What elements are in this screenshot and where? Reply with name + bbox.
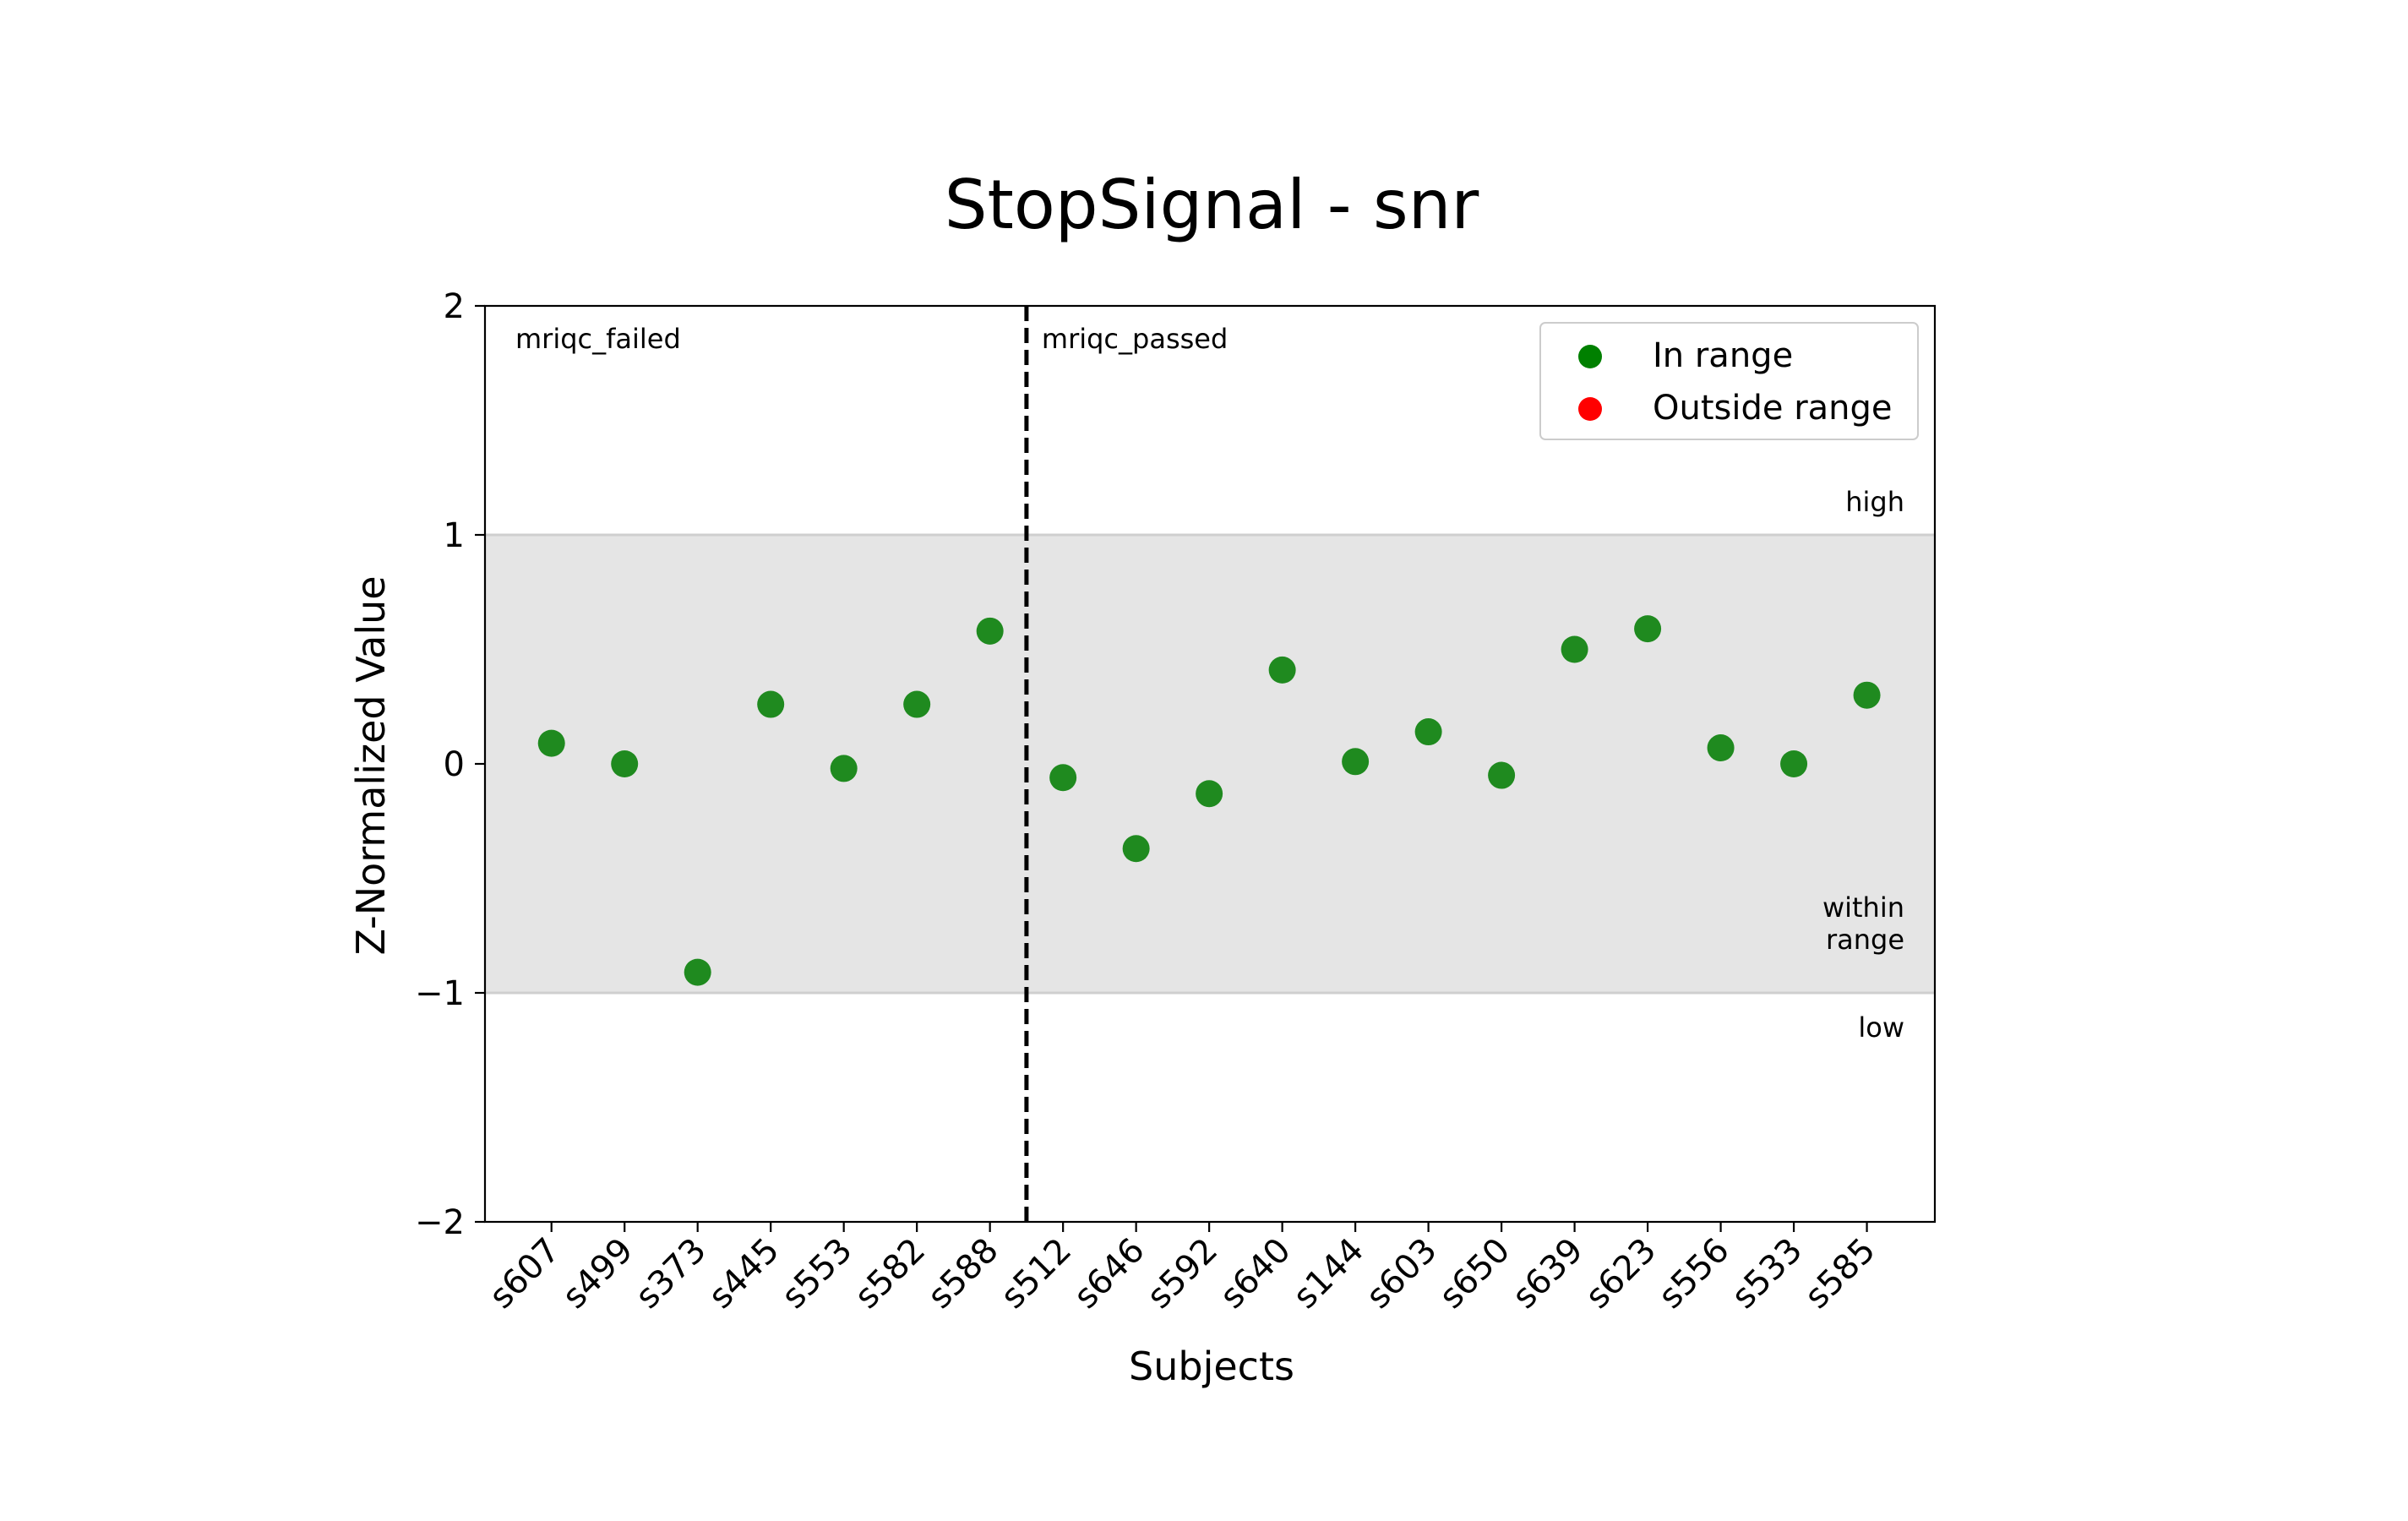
x-tick-label: s144 xyxy=(1286,1231,1371,1317)
legend-label-outside-range: Outside range xyxy=(1653,389,1893,428)
data-point-s607 xyxy=(537,729,565,757)
x-tick-label: s603 xyxy=(1359,1231,1444,1317)
x-axis-label: Subjects xyxy=(1129,1344,1294,1389)
legend-frame xyxy=(1539,322,1919,440)
group-divider-layer: mriqc_failed mriqc_passed xyxy=(515,306,1228,1222)
x-tick-label: s585 xyxy=(1797,1231,1882,1317)
data-point-s499 xyxy=(611,750,639,777)
x-tick-label: s553 xyxy=(774,1231,859,1317)
data-point-s553 xyxy=(830,755,858,782)
data-point-s373 xyxy=(684,958,711,986)
legend-marker-outside-range xyxy=(1578,397,1602,421)
x-tick-label: s588 xyxy=(920,1231,1005,1317)
data-point-s623 xyxy=(1634,615,1662,643)
data-points xyxy=(537,615,1881,986)
x-tick-label: s499 xyxy=(555,1231,640,1317)
x-tick-label: s650 xyxy=(1432,1231,1517,1317)
x-tick-label: s646 xyxy=(1066,1231,1152,1317)
x-tick-label: s607 xyxy=(482,1231,568,1317)
data-point-s445 xyxy=(757,690,785,718)
y-tick-label: 2 xyxy=(444,287,465,326)
y-tick-label: 1 xyxy=(444,516,465,555)
group-label-mriqc_failed: mriqc_failed xyxy=(515,323,681,355)
band-label-low: low xyxy=(1858,1011,1904,1044)
data-point-s639 xyxy=(1561,635,1588,663)
y-tick-label: −2 xyxy=(415,1203,465,1242)
data-point-s588 xyxy=(976,617,1004,645)
x-tick-label: s512 xyxy=(994,1231,1079,1317)
data-point-s592 xyxy=(1196,780,1223,808)
data-point-s512 xyxy=(1049,764,1077,792)
x-tick-label: s556 xyxy=(1651,1231,1736,1317)
y-axis-label: Z-Normalized Value xyxy=(348,575,394,955)
within-range-band xyxy=(485,535,1935,993)
data-point-s556 xyxy=(1707,734,1735,762)
group-label-mriqc_passed: mriqc_passed xyxy=(1042,323,1228,355)
legend-marker-in-range xyxy=(1578,345,1602,368)
data-point-s585 xyxy=(1853,681,1881,709)
band-label-range: range xyxy=(1826,924,1904,956)
data-point-s582 xyxy=(903,690,931,718)
x-tick-label: s592 xyxy=(1140,1231,1225,1317)
data-point-s640 xyxy=(1268,656,1296,684)
y-tick-label: 0 xyxy=(444,745,465,784)
y-axis: 2 1 0 −1 −2 xyxy=(415,287,485,1242)
band-label-high: high xyxy=(1845,486,1904,518)
band-label-within: within xyxy=(1822,891,1904,924)
data-point-s144 xyxy=(1342,748,1370,776)
x-tick-label: s639 xyxy=(1505,1231,1590,1317)
legend-label-in-range: In range xyxy=(1653,336,1793,375)
x-tick-label: s582 xyxy=(847,1231,933,1317)
legend: In range Outside range xyxy=(1539,322,1919,440)
data-point-s533 xyxy=(1780,750,1808,777)
x-tick-label: s373 xyxy=(629,1231,714,1317)
x-tick-label: s533 xyxy=(1724,1231,1810,1317)
y-tick-label: −1 xyxy=(415,974,465,1013)
x-tick-label: s640 xyxy=(1212,1231,1298,1317)
data-point-s646 xyxy=(1122,835,1150,863)
data-point-s650 xyxy=(1488,761,1516,789)
x-tick-label: s445 xyxy=(701,1231,787,1317)
x-axis: s607s499s373s445s553s582s588s512s646s592… xyxy=(482,1222,1883,1317)
data-point-s603 xyxy=(1414,718,1442,746)
x-tick-label: s623 xyxy=(1578,1231,1664,1317)
chart-title: StopSignal - snr xyxy=(945,166,1479,244)
